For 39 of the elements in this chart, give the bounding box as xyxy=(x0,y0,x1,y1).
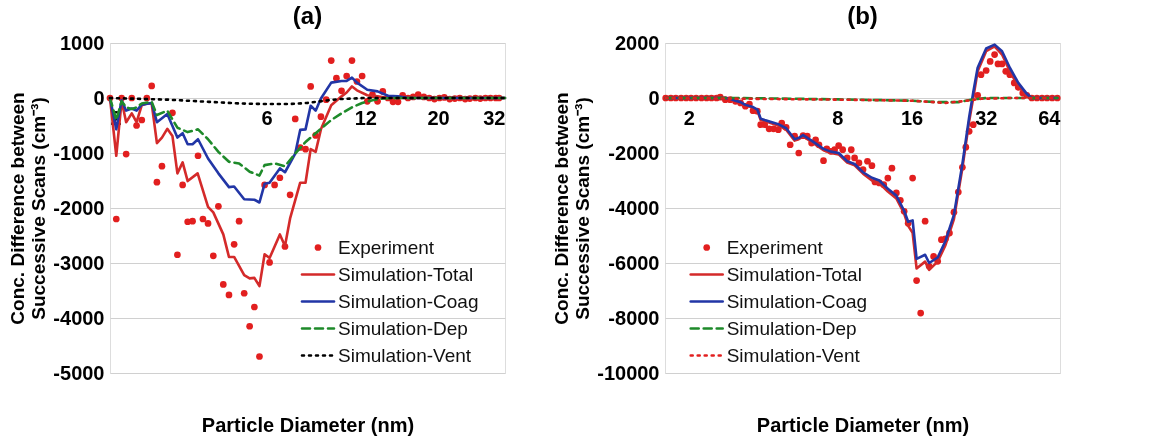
y-tick-label: -6000 xyxy=(608,251,660,274)
chart-title: (b) xyxy=(847,2,878,29)
y-tick-label: -2000 xyxy=(53,196,105,219)
x-axis-title: Particle Diameter (nm) xyxy=(201,413,415,436)
legend-label: Simulation-Vent xyxy=(726,344,861,366)
y-tick-label: -4000 xyxy=(53,306,105,329)
legend-label: Simulation-Coag xyxy=(338,290,479,312)
chart-title: (a) xyxy=(292,2,323,29)
y-tick-label: 2000 xyxy=(615,31,660,54)
x-tick-label: 2 xyxy=(683,106,695,129)
y-axis-title: Conc. Difference between Successive Scans (cm⁻³) xyxy=(7,92,50,325)
y-tick-label: -10000 xyxy=(597,361,660,384)
y-axis-title: Conc. Difference between Successive Scans (cm⁻³) xyxy=(551,92,594,325)
x-tick-label: 8 xyxy=(832,106,844,129)
x-tick-label: 64 xyxy=(1038,106,1062,129)
x-axis-title: Particle Diameter (nm) xyxy=(756,413,970,436)
legend-label: Simulation-Dep xyxy=(338,317,468,339)
y-tick-label: 1000 xyxy=(60,31,105,54)
x-tick-label: 32 xyxy=(483,106,506,129)
y-tick-label: -5000 xyxy=(53,361,105,384)
x-tick-label: 16 xyxy=(900,106,924,129)
legend-label: Experiment xyxy=(338,236,435,258)
legend-label: Simulation-Coag xyxy=(726,290,868,312)
x-tick-label: 20 xyxy=(427,106,450,129)
legend-label: Simulation-Dep xyxy=(726,317,857,339)
y-tick-label: -2000 xyxy=(608,141,660,164)
y-tick-label: -4000 xyxy=(608,196,660,219)
x-tick-label: 12 xyxy=(354,106,377,129)
x-tick-label: 32 xyxy=(975,106,998,129)
legend-label: Simulation-Total xyxy=(338,263,474,285)
legend-label: Experiment xyxy=(726,236,824,258)
y-tick-label: -3000 xyxy=(53,251,105,274)
x-tick-label: 6 xyxy=(261,106,273,129)
y-tick-label: -8000 xyxy=(608,306,660,329)
y-tick-label: -1000 xyxy=(53,141,105,164)
y-tick-label: 0 xyxy=(648,86,660,109)
y-tick-label: 0 xyxy=(93,86,105,109)
legend-label: Simulation-Total xyxy=(726,263,862,285)
legend-label: Simulation-Vent xyxy=(338,344,472,366)
